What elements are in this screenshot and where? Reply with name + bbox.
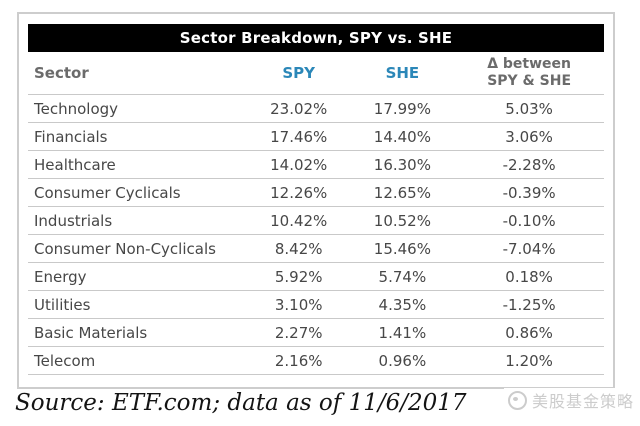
table-title: Sector Breakdown, SPY vs. SHE: [28, 24, 604, 52]
sector-cell: Technology: [28, 94, 247, 123]
table-row: Utilities 3.10% 4.35% -1.25%: [28, 290, 604, 319]
spy-cell: 8.42%: [246, 234, 351, 263]
spy-cell: 2.16%: [246, 346, 351, 375]
delta-cell: 1.20%: [454, 346, 604, 375]
she-cell: 1.41%: [350, 318, 455, 347]
delta-cell: -1.25%: [454, 290, 604, 319]
table-row: Telecom 2.16% 0.96% 1.20%: [28, 346, 604, 375]
table-header-row: Sector SPY SHE Δ between SPY & SHE: [28, 52, 604, 95]
sector-cell: Financials: [28, 122, 247, 151]
column-header-she: SHE: [350, 52, 455, 95]
sector-cell: Utilities: [28, 290, 247, 319]
table-body: Technology 23.02% 17.99% 5.03% Financial…: [28, 94, 604, 375]
sector-table-panel: Sector Breakdown, SPY vs. SHE Sector SPY…: [17, 12, 615, 389]
spy-cell: 17.46%: [246, 122, 351, 151]
spy-cell: 23.02%: [246, 94, 351, 123]
she-cell: 17.99%: [350, 94, 455, 123]
logo-circle-icon: [507, 390, 527, 410]
spy-cell: 14.02%: [246, 150, 351, 179]
source-line: Source: ETF.com; data as of 11/6/2017: [15, 390, 467, 416]
sector-cell: Consumer Cyclicals: [28, 178, 247, 207]
she-cell: 14.40%: [350, 122, 455, 151]
spy-cell: 10.42%: [246, 206, 351, 235]
table-row: Consumer Non-Cyclicals 8.42% 15.46% -7.0…: [28, 234, 604, 263]
sector-cell: Telecom: [28, 346, 247, 375]
sector-cell: Basic Materials: [28, 318, 247, 347]
delta-cell: -2.28%: [454, 150, 604, 179]
delta-header-line1: Δ between: [487, 56, 572, 72]
table-row: Consumer Cyclicals 12.26% 12.65% -0.39%: [28, 178, 604, 207]
delta-cell: -7.04%: [454, 234, 604, 263]
she-cell: 10.52%: [350, 206, 455, 235]
table-row: Basic Materials 2.27% 1.41% 0.86%: [28, 318, 604, 347]
she-cell: 0.96%: [350, 346, 455, 375]
she-cell: 15.46%: [350, 234, 455, 263]
delta-cell: -0.39%: [454, 178, 604, 207]
table-row: Industrials 10.42% 10.52% -0.10%: [28, 206, 604, 235]
column-header-sector: Sector: [28, 52, 247, 95]
delta-cell: 3.06%: [454, 122, 604, 151]
column-header-delta: Δ between SPY & SHE: [454, 52, 604, 95]
delta-cell: 0.86%: [454, 318, 604, 347]
spy-cell: 3.10%: [246, 290, 351, 319]
delta-cell: -0.10%: [454, 206, 604, 235]
she-cell: 5.74%: [350, 262, 455, 291]
delta-header-line2: SPY & SHE: [487, 73, 572, 89]
column-header-spy: SPY: [246, 52, 351, 95]
sector-cell: Consumer Non-Cyclicals: [28, 234, 247, 263]
table-row: Financials 17.46% 14.40% 3.06%: [28, 122, 604, 151]
table-row: Technology 23.02% 17.99% 5.03%: [28, 94, 604, 123]
she-cell: 16.30%: [350, 150, 455, 179]
sector-table: Sector SPY SHE Δ between SPY & SHE Techn…: [28, 52, 604, 375]
watermark-text: 美股基金策略: [531, 392, 634, 411]
spy-cell: 12.26%: [246, 178, 351, 207]
spy-cell: 2.27%: [246, 318, 351, 347]
sector-cell: Industrials: [28, 206, 247, 235]
watermark: 美股基金策略: [503, 388, 634, 412]
spy-cell: 5.92%: [246, 262, 351, 291]
she-cell: 12.65%: [350, 178, 455, 207]
sector-cell: Healthcare: [28, 150, 247, 179]
delta-cell: 5.03%: [454, 94, 604, 123]
she-cell: 4.35%: [350, 290, 455, 319]
table-row: Healthcare 14.02% 16.30% -2.28%: [28, 150, 604, 179]
table-row: Energy 5.92% 5.74% 0.18%: [28, 262, 604, 291]
delta-cell: 0.18%: [454, 262, 604, 291]
sector-cell: Energy: [28, 262, 247, 291]
